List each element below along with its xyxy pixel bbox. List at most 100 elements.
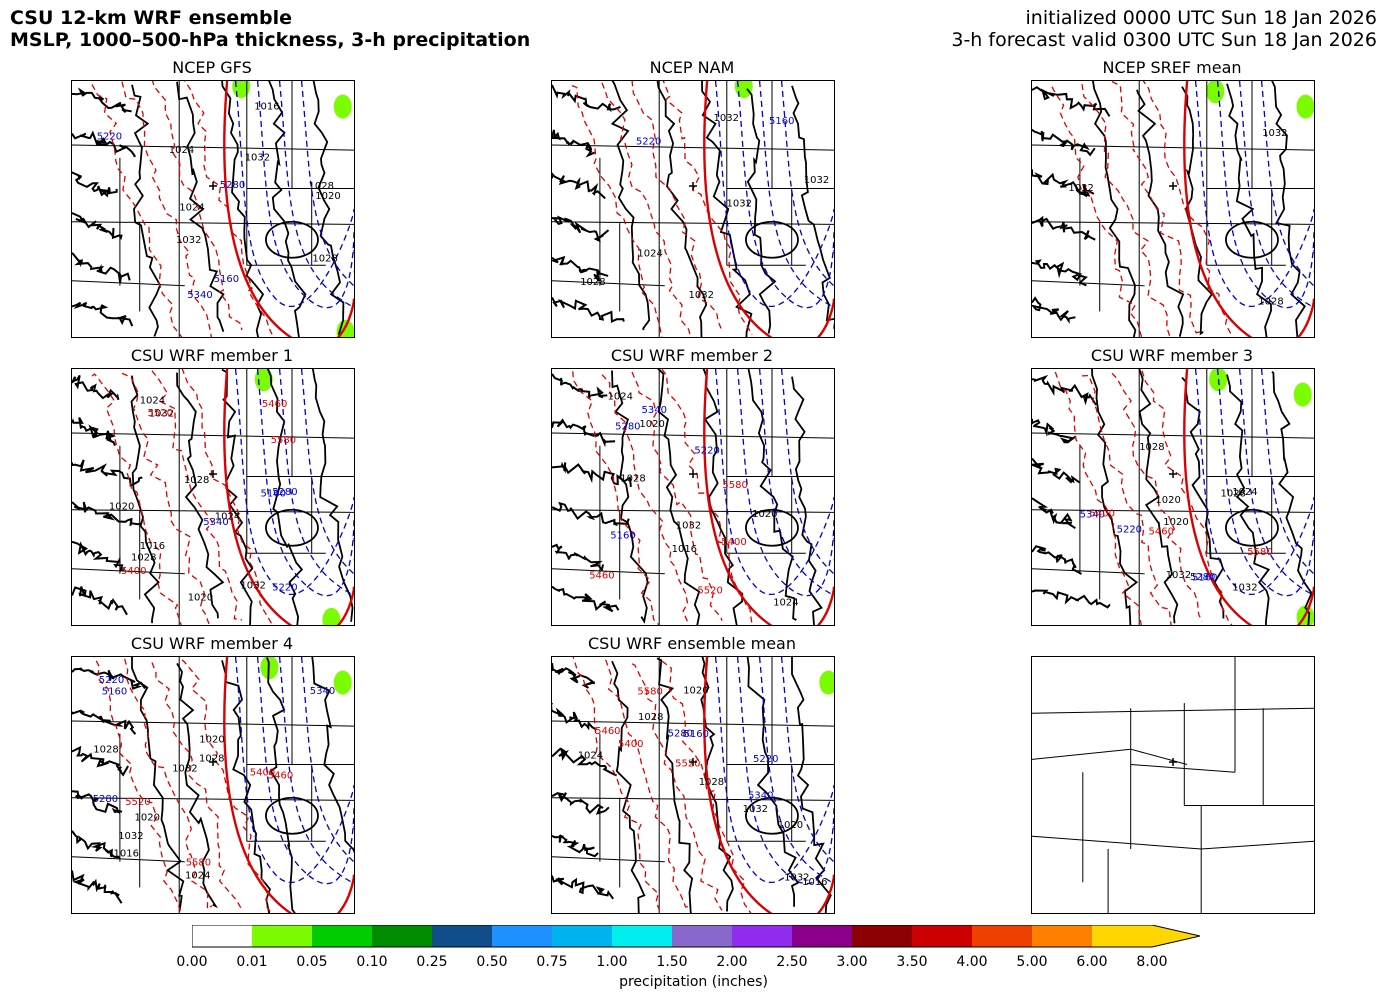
pressure-contour: [72, 709, 137, 735]
thickness-contour-cold: [300, 657, 354, 863]
pressure-contour: [72, 540, 126, 572]
pressure-contour: [1032, 128, 1096, 157]
pressure-contour: [265, 220, 319, 259]
city-marker: [209, 469, 217, 478]
pressure-contour: [265, 796, 319, 835]
city-marker: [209, 181, 217, 190]
panel-title: CSU WRF member 2: [610, 346, 774, 365]
pressure-contour: [791, 376, 823, 625]
thickness-contour-5400: [223, 369, 354, 625]
thickness-label-cold: 5340: [1080, 510, 1105, 521]
pressure-label: 1032: [176, 235, 201, 246]
colorbar-tick-label: 0.25: [416, 954, 448, 970]
thickness-label-warm: 5460: [1149, 527, 1174, 538]
pressure-label: 1024: [179, 202, 204, 213]
pressure-contour: [312, 81, 345, 336]
thickness-contour-cold: [780, 81, 834, 287]
pressure-label: 1020: [199, 734, 224, 745]
precip-colorbar: [192, 925, 1201, 948]
thickness-contour-warm: [1142, 81, 1233, 336]
state-border: [1032, 707, 1314, 714]
thickness-label-cold: 5280: [668, 728, 693, 739]
pressure-label: 1032: [804, 175, 829, 186]
thickness-contour-warm: [1081, 374, 1172, 625]
pressure-label: 1016: [672, 544, 697, 555]
pressure-label: 1032: [676, 521, 701, 532]
thickness-label-cold: 5340: [203, 517, 228, 528]
pressure-label: 1032: [149, 409, 174, 420]
pressure-contour: [552, 702, 597, 731]
pressure-label: 1028: [131, 553, 156, 564]
pressure-contour: [176, 662, 219, 909]
thickness-contour-warm: [601, 374, 690, 625]
colorbar-segment: [1092, 925, 1152, 947]
map-canvas: 1032 1032 1024 1032 1032 1028 5160 5220: [552, 81, 834, 337]
pressure-label: 1032: [743, 804, 768, 815]
thickness-label-warm: 5580: [1247, 547, 1272, 558]
pressure-label: 1016: [114, 848, 139, 859]
colorbar-tick-label: 8.00: [1136, 954, 1168, 970]
map-canvas: 1028103210241020103210241020102810165160…: [72, 369, 354, 625]
thickness-label-cold: 5220: [753, 754, 778, 765]
colorbar-tick-label: 1.50: [656, 954, 688, 970]
pressure-contour: [1032, 545, 1082, 575]
pressure-label: 1032: [689, 290, 714, 301]
colorbar-tick-label: 5.00: [1016, 954, 1048, 970]
pressure-contour: [72, 790, 123, 814]
pressure-contour: [552, 543, 605, 572]
map-frame: 1028 1032 1024 1020 1032 1028 1020 5160 5220 5280…: [1031, 368, 1315, 626]
state-border: [552, 144, 834, 151]
pressure-contour: [1032, 497, 1076, 530]
pressure-label: 1032: [1068, 183, 1093, 194]
thickness-contour-cold: [300, 81, 354, 287]
thickness-contour-warm: [571, 369, 660, 625]
pressure-label: 1028: [312, 253, 337, 264]
precip-area: [1296, 94, 1314, 119]
thickness-label-warm: 5400: [121, 566, 146, 577]
pressure-label: 1028: [1258, 297, 1283, 308]
state-border: [552, 280, 665, 287]
thickness-contour-warm: [123, 657, 213, 911]
pressure-label: 1024: [215, 512, 240, 523]
precip-area: [1206, 81, 1225, 104]
state-border: [1130, 764, 1236, 773]
pressure-contour: [1032, 418, 1076, 444]
colorbar-segment: [672, 925, 732, 947]
state-border: [1032, 221, 1314, 225]
thickness-contour-cold: [780, 369, 834, 575]
pressure-label: 1016: [140, 541, 165, 552]
thickness-label-warm: 5460: [595, 726, 620, 737]
pressure-label: 1028: [1221, 488, 1246, 499]
thickness-contour-cold: [234, 369, 354, 596]
pressure-contour: [552, 585, 620, 613]
thickness-contour-warm: [151, 370, 243, 621]
colorbar-tick-label: 2.00: [716, 954, 748, 970]
thickness-label-warm: 5520: [697, 585, 722, 596]
pressure-contour: [552, 84, 621, 113]
pressure-label: 1020: [1163, 517, 1188, 528]
panel-title: CSU WRF member 1: [130, 346, 294, 365]
forecast-time-info: initialized 0000 UTC Sun 18 Jan 2026 3-h…: [951, 7, 1377, 51]
map-frame: 1032 1028 1024 1020 1024 1020 1016 5160 5220 5280…: [551, 368, 835, 626]
pressure-contour: [72, 374, 120, 401]
pressure-contour: [552, 875, 615, 900]
pressure-contour: [72, 417, 116, 447]
thickness-contour-warm: [631, 371, 723, 621]
colorbar-tick-label: 6.00: [1076, 954, 1108, 970]
map-canvas: [1032, 657, 1314, 913]
pressure-label: 1028: [1139, 442, 1164, 453]
thickness-contour-warm: [571, 84, 663, 337]
map-frame: [1031, 656, 1315, 914]
colorbar-segment: [912, 925, 972, 947]
state-border: [552, 856, 665, 863]
thickness-contour-5400: [1183, 81, 1314, 337]
state-border: [552, 720, 834, 727]
colorbar-segment: [492, 925, 552, 947]
pressure-label: 1028: [580, 277, 605, 288]
state-border: [552, 509, 834, 513]
pressure-contour: [221, 660, 272, 913]
colorbar-tick-label: 2.50: [776, 954, 808, 970]
pressure-label: 1020: [1155, 495, 1180, 506]
thickness-contour-cold: [256, 369, 354, 597]
thickness-contour-5400: [223, 657, 354, 913]
